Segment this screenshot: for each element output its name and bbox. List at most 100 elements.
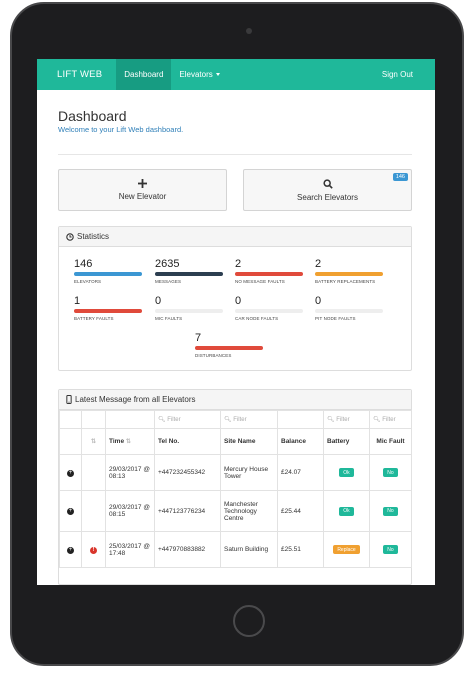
stat-bar xyxy=(155,309,223,313)
stat-bar xyxy=(74,309,142,313)
stat-no-message-faults: 2 NO MESSAGE FAULTS xyxy=(235,258,303,284)
mic-fault-badge: No xyxy=(383,468,398,477)
column-balance[interactable]: Balance xyxy=(277,428,324,455)
cell-tel: +447123776234 xyxy=(154,490,221,532)
search-icon: 🔍︎ xyxy=(224,417,232,423)
stat-label: NO MESSAGE FAULTS xyxy=(235,279,285,284)
filter-site[interactable]: 🔍︎ Filter xyxy=(220,410,278,429)
navbar: LIFT WEB Dashboard Elevators Sign Out xyxy=(37,59,435,90)
stat-battery-faults: 1 BATTERY FAULTS xyxy=(74,295,142,321)
sort-icon: ⇅ xyxy=(125,439,131,445)
nav-dashboard[interactable]: Dashboard xyxy=(116,59,172,90)
battery-status-badge: Ok xyxy=(339,468,354,477)
cell-balance: £25.51 xyxy=(277,531,324,568)
stat-label: BATTERY FAULTS xyxy=(74,316,114,321)
stat-battery-replacements: 2 BATTERY REPLACEMENTS xyxy=(315,258,383,284)
stat-value: 0 xyxy=(235,295,242,307)
battery-status-badge: Ok xyxy=(339,506,354,516)
cell-time: 29/03/2017 @ 08:13 xyxy=(105,454,155,491)
stat-value: 0 xyxy=(315,295,322,307)
expand-row-icon[interactable]: + xyxy=(67,469,74,477)
column-mic-fault-label: Mic Fault xyxy=(376,438,405,445)
new-elevator-button[interactable]: New Elevator xyxy=(58,169,227,211)
cell-balance: £24.07 xyxy=(277,454,324,491)
column-tel[interactable]: Tel No. xyxy=(154,428,221,455)
cell-site: Manchester Technology Centre xyxy=(220,490,278,532)
search-icon: 🔍︎ xyxy=(158,417,166,423)
latest-messages-title: Latest Message from all Elevators xyxy=(75,395,196,404)
stat-car-node-faults: 0 CAR NODE FAULTS xyxy=(235,295,303,321)
column-time-label: Time xyxy=(109,438,125,445)
new-elevator-label: New Elevator xyxy=(118,192,167,201)
expand-row-icon[interactable]: + xyxy=(67,508,74,515)
stat-bar xyxy=(315,309,383,313)
column-time[interactable]: Time ⇅ xyxy=(105,428,155,455)
search-icon: 🔍︎ xyxy=(373,417,381,423)
table-row[interactable]: +29/03/2017 @ 08:13 +447232455342 Mercury … xyxy=(59,454,412,491)
signout-link[interactable]: Sign Out xyxy=(381,70,413,79)
search-icon xyxy=(322,178,333,189)
stat-value: 2 xyxy=(235,258,242,270)
warning-icon: ! xyxy=(90,546,97,554)
statistics-panel: Statistics 146 ELEVATORS 2635 MESSAGES 2 NO M… xyxy=(58,226,412,371)
caret-down-icon xyxy=(215,73,220,76)
stat-value: 0 xyxy=(155,295,162,307)
cell-tel: +447232455342 xyxy=(154,454,221,491)
stat-mic-faults: 0 MIC FAULTS xyxy=(155,295,223,321)
screen: LIFT WEB Dashboard Elevators Sign Out Da… xyxy=(37,59,435,585)
cell-time: 25/03/2017 @ 17:48 xyxy=(105,531,155,568)
stat-pit-node-faults: 0 PIT NODE FAULTS xyxy=(315,295,383,321)
statistics-title: Statistics xyxy=(77,232,110,241)
cell-site: Saturn Building xyxy=(220,531,278,568)
filter-mic[interactable]: 🔍︎ Filter xyxy=(369,410,412,429)
search-icon: 🔍︎ xyxy=(327,417,335,423)
column-mic-fault[interactable]: Mic Fault xyxy=(369,428,412,455)
search-elevators-button[interactable]: 146 Search Elevators xyxy=(243,169,412,211)
statistics-header: Statistics xyxy=(59,227,411,247)
column-battery-label: Battery xyxy=(327,438,350,445)
stat-bar xyxy=(235,272,303,276)
table-row[interactable]: +! 25/03/2017 @ 17:48 +447970883882 Saturn … xyxy=(59,531,412,568)
stat-label: BATTERY REPLACEMENTS xyxy=(315,279,376,284)
divider xyxy=(58,154,412,155)
brand-logo[interactable]: LIFT WEB xyxy=(57,69,103,80)
header-row: ⇅ Time ⇅ Tel No. Site Name Balance Batte… xyxy=(59,428,412,455)
stat-messages: 2635 MESSAGES xyxy=(155,258,223,284)
stat-label: CAR NODE FAULTS xyxy=(235,316,279,321)
stat-bar xyxy=(195,346,263,350)
latest-messages-header: Latest Message from all Elevators xyxy=(59,390,411,410)
filter-battery-placeholder: Filter xyxy=(336,417,350,423)
nav-elevators-label: Elevators xyxy=(179,70,213,79)
stat-label: MIC FAULTS xyxy=(155,316,183,321)
column-site[interactable]: Site Name xyxy=(220,428,278,455)
latest-messages-panel: Latest Message from all Elevators 🔍︎ Fil… xyxy=(58,389,412,585)
sort-icon: ⇅ xyxy=(90,439,97,445)
column-balance-label: Balance xyxy=(281,438,306,445)
stat-label: ELEVATORS xyxy=(74,279,102,284)
stat-value: 2635 xyxy=(155,258,180,270)
stat-bar xyxy=(155,272,223,276)
cell-site: Mercury House Tower xyxy=(220,454,278,491)
page-title: Dashboard xyxy=(58,108,127,124)
cell-tel: +447970883882 xyxy=(154,531,221,568)
sort-warning-column[interactable]: ⇅ xyxy=(81,428,106,455)
elevator-count-badge: 146 xyxy=(392,173,408,181)
page-subtitle: Welcome to your Lift Web dashboard. xyxy=(58,125,184,134)
clock-icon xyxy=(66,232,74,241)
nav-elevators-dropdown[interactable]: Elevators xyxy=(171,59,227,90)
messages-table: 🔍︎ Filter 🔍︎ Filter 🔍︎ Filter 🔍︎ Filter … xyxy=(59,410,412,568)
search-elevators-label: Search Elevators xyxy=(297,192,358,202)
cell-time: 29/03/2017 @ 08:15 xyxy=(105,490,155,532)
stat-bar xyxy=(235,309,303,313)
home-button[interactable] xyxy=(233,605,265,637)
stat-bar xyxy=(315,272,383,276)
camera-icon xyxy=(246,28,252,34)
table-row[interactable]: +29/03/2017 @ 08:15 +447123776234 Manchest… xyxy=(59,490,412,532)
filter-battery[interactable]: 🔍︎ Filter xyxy=(323,410,370,429)
filter-tel[interactable]: 🔍︎ Filter xyxy=(154,410,221,429)
expand-row-icon[interactable]: + xyxy=(67,546,74,554)
column-tel-label: Tel No. xyxy=(158,438,180,445)
column-battery[interactable]: Battery xyxy=(323,428,370,455)
battery-status-badge: Replace xyxy=(333,545,360,554)
stat-value: 1 xyxy=(74,295,81,307)
